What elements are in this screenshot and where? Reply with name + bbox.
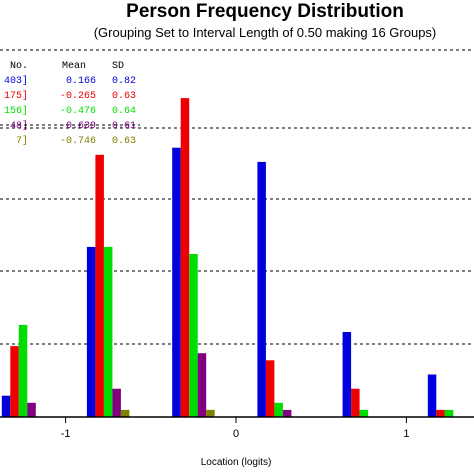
legend-sd: 0.63 (112, 91, 136, 102)
legend-mean: 0.166 (66, 76, 96, 87)
bar (86, 246, 96, 417)
bar (206, 409, 215, 417)
legend-count: 156] (4, 105, 28, 117)
legend-sd: 0.82 (112, 76, 136, 87)
x-axis-label: Location (logits) (201, 457, 272, 468)
bar (18, 324, 28, 417)
bar (257, 161, 266, 417)
legend-sd: 0.61 (112, 121, 136, 132)
bar (172, 147, 181, 417)
bar (1, 395, 11, 417)
bar (180, 98, 190, 417)
bar (10, 346, 19, 417)
bar (197, 353, 207, 417)
bar (342, 332, 352, 417)
bar (95, 154, 104, 418)
legend-count: 7] (16, 135, 28, 147)
x-tick-label: 1 (403, 428, 409, 440)
bar (120, 409, 130, 417)
bar (351, 388, 360, 417)
x-tick-label: 0 (233, 428, 239, 440)
bar (282, 409, 292, 417)
bar (265, 360, 275, 417)
legend-count: 403] (4, 75, 28, 87)
legend-sd: 0.64 (112, 106, 136, 117)
legend: No. Mean SD 403] 0.166 0.82 175] -0.265 0.63 1… (0, 61, 140, 147)
bar (359, 409, 369, 417)
legend-mean: -0.476 (60, 106, 96, 117)
bar (274, 402, 283, 417)
chart-title: Person Frequency Distribution (126, 1, 404, 22)
bar (27, 402, 36, 417)
legend-count: 175] (4, 90, 28, 102)
legend-mean: -0.265 (60, 91, 96, 102)
chart-subtitle: (Grouping Set to Interval Length of 0.50… (94, 25, 437, 40)
bar (189, 254, 198, 417)
legend-mean: -0.639 (60, 121, 96, 132)
bar (444, 409, 454, 417)
legend-count: 48] (10, 120, 28, 132)
bar (112, 388, 121, 417)
legend-sd: 0.63 (112, 136, 136, 147)
legend-header-no: No. (10, 61, 28, 72)
legend-header-sd: SD (112, 61, 124, 72)
x-axis: -2-1012 (0, 416, 474, 440)
legend-mean: -0.746 (60, 136, 96, 147)
bar (103, 246, 113, 417)
grid-lines (0, 49, 474, 345)
x-tick-label: -1 (61, 428, 71, 440)
bar (436, 409, 445, 417)
legend-header-mean: Mean (62, 61, 86, 72)
bars (1, 98, 454, 418)
bar (427, 374, 437, 417)
